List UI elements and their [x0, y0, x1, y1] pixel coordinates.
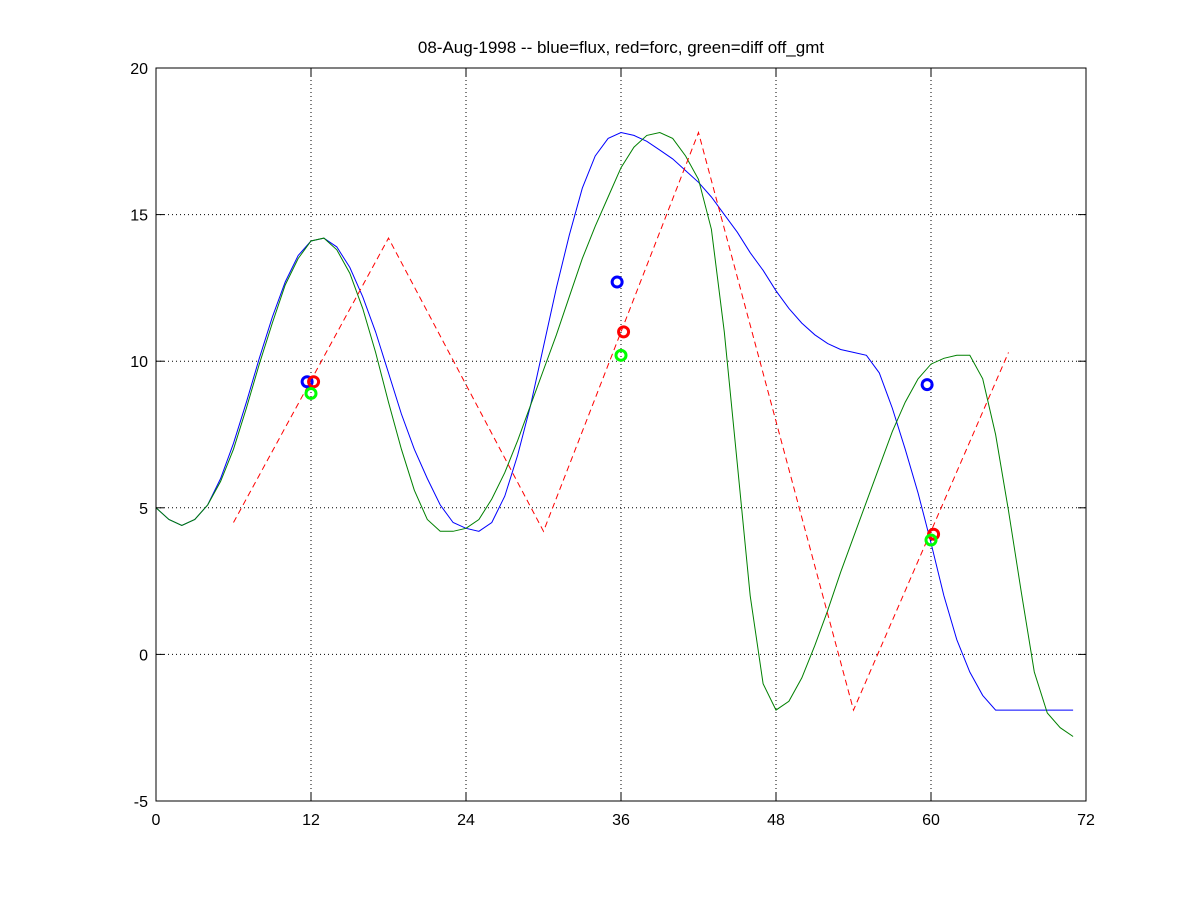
y-tick-label: 15	[130, 208, 148, 225]
bright_green-circle-marker	[304, 386, 318, 400]
series-layer	[155, 130, 1074, 737]
x-tick-label: 0	[152, 812, 161, 829]
x-tick-label: 12	[302, 812, 320, 829]
x-tick-label: 48	[767, 812, 785, 829]
y-tick-label: 20	[130, 61, 148, 78]
y-tick-label: 0	[139, 647, 148, 664]
grid-lines	[156, 68, 1086, 801]
chart-title: 08-Aug-1998 -- blue=flux, red=forc, gree…	[418, 38, 824, 57]
x-tick-label: 36	[612, 812, 630, 829]
red-series-line	[233, 130, 1009, 712]
red-circle-marker	[617, 325, 631, 339]
plot-frame	[155, 67, 1087, 802]
x-tick-label: 72	[1077, 812, 1095, 829]
x-tick-label: 60	[922, 812, 940, 829]
marker-layer	[300, 275, 941, 547]
y-tick-label: 10	[130, 354, 148, 371]
blue-circle-marker	[300, 375, 314, 389]
bright_green-circle-marker	[924, 533, 938, 547]
y-tick-label: -5	[134, 794, 148, 811]
blue-series-line	[155, 131, 1074, 711]
y-tick-label: 5	[139, 501, 148, 518]
x-tick-label: 24	[457, 812, 475, 829]
bright_green-circle-marker	[614, 348, 628, 362]
dark_green-series-line	[155, 131, 1074, 737]
blue-circle-marker	[610, 275, 624, 289]
blue-circle-marker	[920, 378, 934, 392]
red-circle-marker	[307, 375, 321, 389]
